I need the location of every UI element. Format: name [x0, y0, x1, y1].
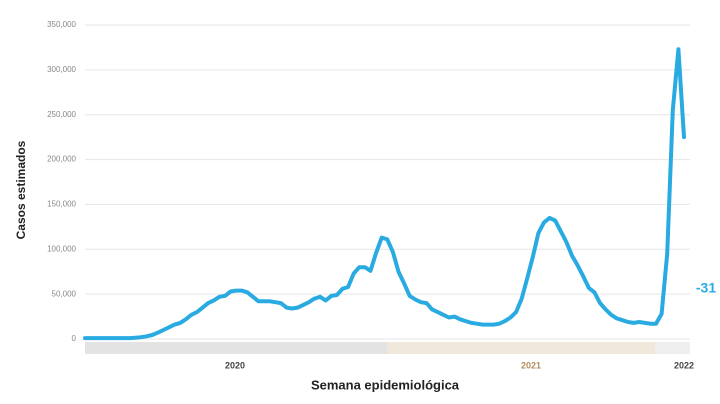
- year-strip-2020: [85, 342, 387, 354]
- y-tick-label: 100,000: [47, 244, 76, 253]
- data-line: [83, 47, 686, 341]
- y-axis-title: Casos estimados: [14, 140, 28, 239]
- y-tick-label: 250,000: [47, 110, 76, 119]
- y-tick-label: 0: [72, 334, 77, 343]
- year-label: 2022: [674, 360, 694, 370]
- y-tick-label: 50,000: [52, 289, 77, 298]
- year-label: 2021: [521, 360, 541, 370]
- year-label: 2020: [225, 360, 245, 370]
- y-tick-label: 300,000: [47, 65, 76, 74]
- year-strip-2021: [387, 342, 655, 354]
- x-axis-title: Semana epidemiológica: [311, 377, 460, 392]
- y-tick-label: 350,000: [47, 20, 76, 29]
- y-tick-label: 200,000: [47, 155, 76, 164]
- annotation: -31: [696, 280, 716, 296]
- year-strip-2022: [655, 342, 690, 354]
- y-tick-label: 150,000: [47, 200, 76, 209]
